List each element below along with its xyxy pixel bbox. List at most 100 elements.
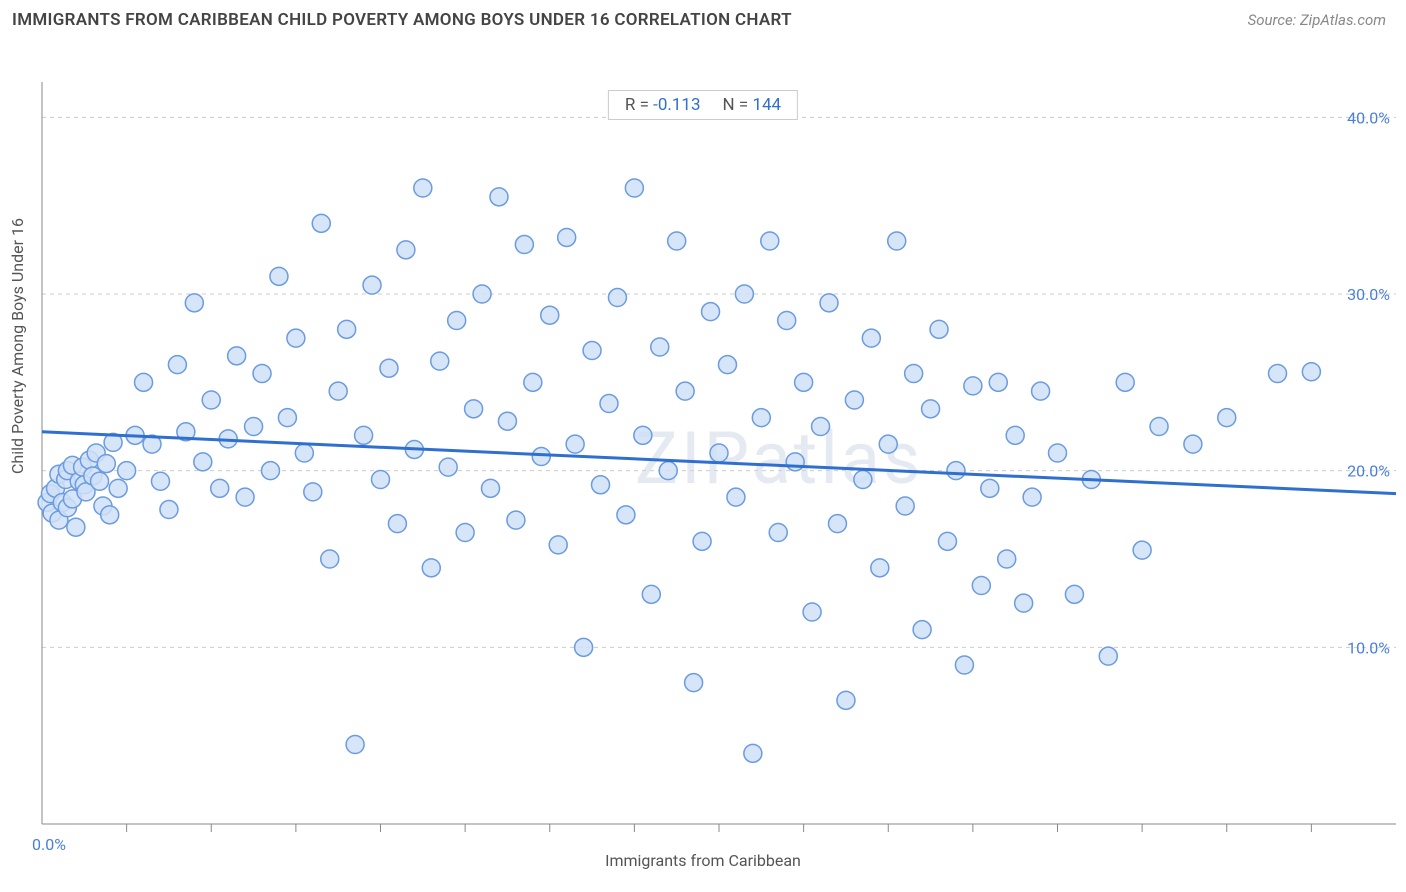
data-point: [431, 352, 449, 370]
data-point: [482, 479, 500, 497]
data-point: [735, 285, 753, 303]
data-point: [91, 472, 109, 490]
data-point: [109, 479, 127, 497]
data-point: [566, 435, 584, 453]
data-point: [101, 506, 119, 524]
data-point: [118, 462, 136, 480]
data-point: [253, 365, 271, 383]
data-point: [549, 536, 567, 554]
data-point: [685, 674, 703, 692]
n-stat: N = 144: [723, 95, 782, 115]
data-point: [473, 285, 491, 303]
chart-svg: ZIPatlas0.0%80.0%10.0%20.0%30.0%40.0%: [0, 34, 1406, 874]
data-point: [778, 312, 796, 330]
data-point: [608, 289, 626, 307]
data-point: [202, 391, 220, 409]
data-point: [456, 524, 474, 542]
y-tick-label: 20.0%: [1347, 462, 1390, 481]
data-point: [964, 377, 982, 395]
data-point: [583, 342, 601, 360]
data-point: [168, 356, 186, 374]
data-point: [693, 532, 711, 550]
data-point: [989, 373, 1007, 391]
data-point: [465, 400, 483, 418]
data-point: [905, 365, 923, 383]
y-axis-title: Child Poverty Among Boys Under 16: [8, 218, 27, 474]
data-point: [676, 382, 694, 400]
data-point: [439, 458, 457, 476]
data-point: [913, 621, 931, 639]
data-point: [355, 426, 373, 444]
data-point: [795, 373, 813, 391]
x-tick-label: 0.0%: [32, 835, 66, 854]
data-point: [972, 577, 990, 595]
data-point: [879, 435, 897, 453]
data-point: [1099, 647, 1117, 665]
data-point: [321, 550, 339, 568]
data-point: [998, 550, 1016, 568]
y-tick-label: 40.0%: [1347, 108, 1390, 127]
data-point: [1150, 418, 1168, 436]
data-point: [955, 656, 973, 674]
source-label: Source:: [1248, 11, 1300, 29]
data-point: [67, 518, 85, 536]
data-point: [1049, 444, 1067, 462]
data-point: [490, 188, 508, 206]
r-stat: R = -0.113: [625, 95, 701, 115]
data-point: [617, 506, 635, 524]
data-point: [363, 276, 381, 294]
data-point: [1218, 409, 1236, 427]
data-point: [642, 585, 660, 603]
chart-title: IMMIGRANTS FROM CARIBBEAN CHILD POVERTY …: [12, 10, 792, 30]
data-point: [803, 603, 821, 621]
data-point: [718, 356, 736, 374]
data-point: [1116, 373, 1134, 391]
data-point: [541, 306, 559, 324]
data-point: [448, 312, 466, 330]
data-point: [854, 471, 872, 489]
data-point: [575, 638, 593, 656]
data-point: [388, 515, 406, 533]
data-point: [761, 232, 779, 250]
data-point: [592, 476, 610, 494]
data-point: [524, 373, 542, 391]
watermark: ZIPatlas: [635, 416, 923, 501]
data-point: [600, 395, 618, 413]
data-point: [1023, 488, 1041, 506]
data-point: [1032, 382, 1050, 400]
r-value: -0.113: [653, 95, 700, 115]
data-point: [346, 736, 364, 754]
data-point: [414, 179, 432, 197]
data-point: [507, 511, 525, 529]
data-point: [1006, 426, 1024, 444]
data-point: [947, 462, 965, 480]
x-axis-title: Immigrants from Caribbean: [605, 851, 801, 870]
data-point: [245, 418, 263, 436]
y-tick-label: 10.0%: [1347, 638, 1390, 657]
data-point: [532, 448, 550, 466]
data-point: [659, 462, 677, 480]
data-point: [837, 691, 855, 709]
y-tick-label: 30.0%: [1347, 285, 1390, 304]
data-point: [97, 455, 115, 473]
data-point: [1065, 585, 1083, 603]
r-label: R =: [625, 95, 653, 115]
stats-box: R = -0.113 N = 144: [608, 90, 798, 120]
data-point: [752, 409, 770, 427]
data-point: [498, 412, 516, 430]
data-point: [896, 497, 914, 515]
data-point: [769, 524, 787, 542]
data-point: [888, 232, 906, 250]
data-point: [295, 444, 313, 462]
data-point: [1269, 365, 1287, 383]
data-point: [710, 444, 728, 462]
data-point: [930, 320, 948, 338]
source-name: ZipAtlas.com: [1300, 11, 1386, 29]
data-point: [397, 241, 415, 259]
data-point: [744, 744, 762, 762]
data-point: [1184, 435, 1202, 453]
data-point: [871, 559, 889, 577]
data-point: [261, 462, 279, 480]
data-point: [1133, 541, 1151, 559]
data-point: [845, 391, 863, 409]
